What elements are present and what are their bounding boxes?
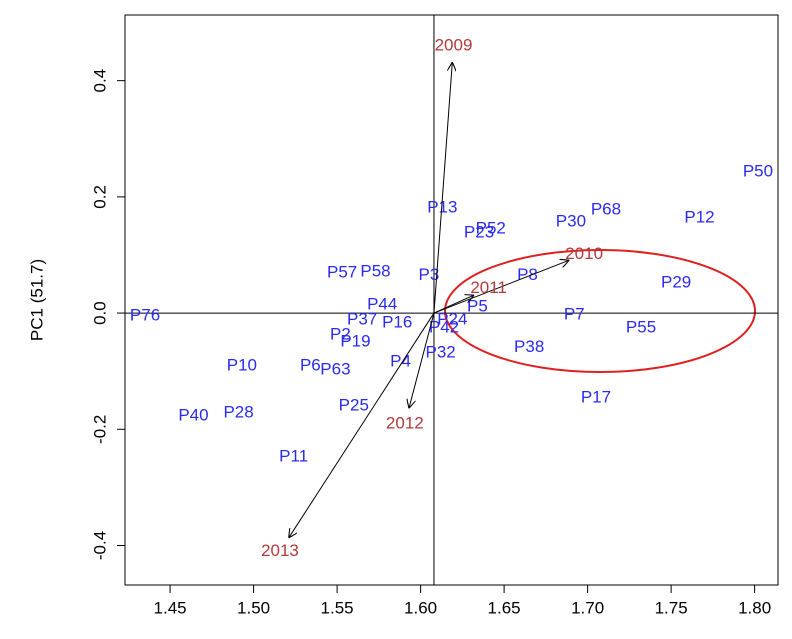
point-label: P57	[327, 262, 357, 281]
point-label: P23	[464, 222, 494, 241]
point-label: P6	[300, 355, 321, 374]
point-label: P44	[367, 294, 397, 313]
x-tick-label: 1.60	[404, 598, 437, 617]
arrow-label: 2009	[435, 36, 473, 55]
point-label: P16	[382, 312, 412, 331]
x-tick-label: 1.55	[321, 598, 354, 617]
plot-frame	[124, 14, 779, 586]
point-label: P19	[340, 332, 370, 351]
highlight-ellipse	[444, 249, 756, 373]
point-label: P50	[743, 161, 773, 180]
arrow-label: 2011	[470, 278, 507, 297]
loading-arrow	[433, 295, 474, 314]
point-label: P12	[684, 207, 714, 226]
y-tick-label: 0.4	[90, 69, 109, 93]
point-label: P17	[581, 387, 611, 406]
point-label: P10	[227, 355, 257, 374]
point-label: P3	[419, 265, 440, 284]
y-tick-label: 0.2	[90, 185, 109, 209]
point-label: P32	[426, 343, 456, 362]
arrow-label: 2010	[565, 244, 603, 263]
x-tick-label: 1.50	[237, 598, 270, 617]
point-label: P13	[427, 197, 457, 216]
point-label: P29	[661, 272, 691, 291]
point-label: P24	[437, 310, 467, 329]
loading-arrow	[289, 312, 435, 538]
y-tick-label: -0.4	[90, 531, 109, 560]
loading-arrow	[409, 312, 435, 408]
point-label: P25	[339, 396, 369, 415]
point-label: P58	[360, 261, 390, 280]
arrow-label: 2012	[386, 413, 424, 432]
point-label: P52	[476, 218, 506, 237]
point-label: P7	[564, 304, 585, 323]
x-tick-label: 1.80	[738, 598, 771, 617]
point-label: P11	[279, 447, 308, 466]
point-label: P2	[330, 325, 351, 344]
x-tick-label: 1.45	[154, 598, 187, 617]
point-label: P68	[591, 200, 621, 219]
y-axis-label: PC1 (51.7)	[27, 259, 46, 341]
point-label: P8	[517, 265, 538, 284]
x-tick-label: 1.70	[571, 598, 604, 617]
point-label: P37	[347, 310, 377, 329]
y-tick-label: 0.0	[90, 301, 109, 325]
point-label: P30	[556, 211, 586, 230]
x-tick-label: 1.65	[488, 598, 521, 617]
point-label: P42	[429, 318, 459, 337]
point-label: P55	[626, 318, 656, 337]
point-label: P28	[223, 402, 253, 421]
x-tick-label: 1.75	[655, 598, 688, 617]
arrow-label: 2013	[261, 541, 299, 560]
loading-arrow	[433, 62, 452, 314]
loading-arrow	[433, 260, 569, 314]
point-label: P63	[320, 359, 350, 378]
y-tick-label: -0.2	[90, 415, 109, 444]
point-label: P76	[130, 305, 160, 324]
point-label: P38	[514, 337, 544, 356]
point-label: P40	[178, 405, 208, 424]
point-label: P5	[467, 297, 488, 316]
